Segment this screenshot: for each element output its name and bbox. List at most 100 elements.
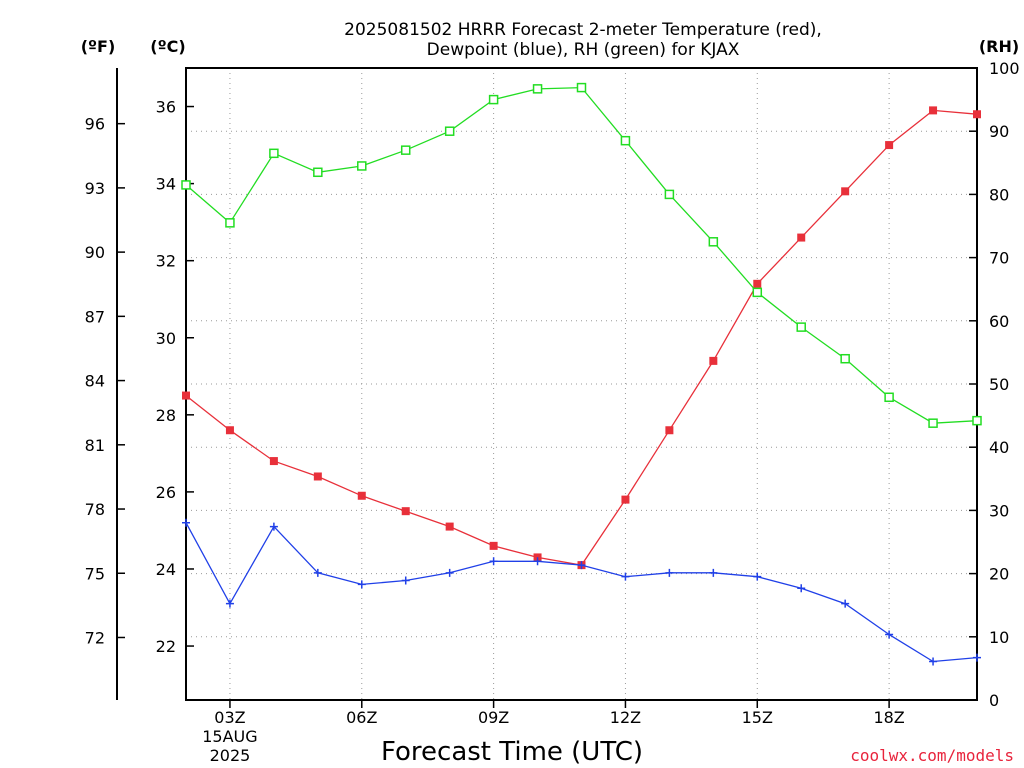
rh-point [664, 189, 675, 200]
celsius-tick-label: 28 [156, 406, 176, 425]
temperature-point [709, 356, 718, 365]
fahrenheit-unit-label: (ºF) [81, 37, 116, 56]
rh-tick-label: 80 [989, 185, 1009, 204]
temperature-point [973, 110, 981, 119]
x-tick-label: 15Z [742, 708, 773, 727]
temperature-point [225, 426, 234, 435]
rh-point [313, 167, 323, 178]
dewpoint-point [621, 572, 630, 581]
x-tick-label: 18Z [873, 708, 904, 727]
dewpoint-point [841, 599, 850, 608]
dewpoint-series [182, 518, 981, 666]
rh-tick-label: 10 [989, 628, 1009, 647]
dewpoint-point [313, 568, 322, 577]
celsius-tick-label: 30 [156, 329, 176, 348]
rh-point [928, 418, 938, 428]
rh-point [884, 392, 894, 403]
rh-point [708, 237, 719, 247]
rh-line [185, 86, 978, 424]
dewpoint-point [445, 568, 454, 577]
celsius-tick-label: 26 [156, 483, 176, 502]
rh-point [225, 218, 235, 228]
chart-title-line1: 2025081502 HRRR Forecast 2-meter Tempera… [344, 20, 822, 40]
rh-point [488, 94, 499, 105]
fahrenheit-tick-label: 90 [85, 243, 105, 262]
fahrenheit-tick-label: 96 [85, 115, 105, 134]
temperature-point [357, 491, 366, 500]
celsius-tick-label: 36 [156, 98, 176, 117]
dewpoint-line [185, 522, 978, 663]
dewpoint-point [401, 576, 410, 585]
rh-point [532, 84, 543, 94]
temperature-point [753, 279, 762, 288]
dewpoint-point [489, 557, 498, 566]
dewpoint-point [533, 557, 542, 566]
dewpoint-point [929, 657, 938, 666]
rh-tick-label: 70 [989, 249, 1009, 268]
x-tick-label: 09Z [478, 708, 509, 727]
x-tick-label: 03Z [214, 708, 245, 727]
rh-point [796, 322, 806, 332]
dewpoint-point [973, 653, 981, 662]
temperature-point [269, 457, 278, 466]
fahrenheit-tick-label: 72 [85, 628, 105, 647]
dewpoint-point [797, 584, 806, 593]
temperature-point [621, 495, 630, 504]
temperature-point [489, 541, 498, 550]
temperature-line [185, 109, 978, 566]
rh-tick-label: 0 [989, 691, 999, 710]
temperature-series [182, 106, 981, 570]
fahrenheit-tick-label: 87 [85, 307, 105, 326]
celsius-tick-label: 22 [156, 637, 176, 656]
rh-point [269, 148, 279, 159]
temperature-point [445, 522, 454, 531]
fahrenheit-tick-label: 75 [85, 564, 105, 583]
temperature-point [841, 187, 850, 196]
rh-point [444, 126, 455, 136]
temperature-point [929, 106, 938, 115]
dewpoint-point [225, 599, 234, 608]
dewpoint-point [753, 572, 762, 581]
temperature-point [313, 472, 322, 481]
rh-tick-label: 60 [989, 312, 1009, 331]
dewpoint-point [357, 580, 366, 589]
rh-point [357, 161, 367, 171]
x-date-label: 15AUG [202, 727, 257, 746]
rh-point [972, 415, 982, 426]
rh-series [181, 82, 982, 428]
dewpoint-point [665, 568, 674, 577]
credit-label: coolwx.com/models [850, 746, 1014, 765]
dewpoint-point [269, 522, 278, 531]
temperature-point [797, 233, 806, 242]
rh-point [181, 180, 191, 190]
rh-point [840, 353, 850, 364]
dewpoint-point [577, 561, 586, 570]
x-tick-label: 12Z [610, 708, 641, 727]
rh-unit-label: (RH) [979, 37, 1019, 56]
celsius-tick-label: 24 [156, 560, 176, 579]
rh-tick-label: 50 [989, 375, 1009, 394]
rh-tick-label: 100 [989, 59, 1020, 78]
temperature-point [401, 507, 410, 516]
celsius-tick-label: 34 [156, 175, 176, 194]
rh-point [752, 287, 763, 298]
rh-point [576, 82, 587, 93]
temperature-point [665, 426, 674, 435]
rh-tick-label: 90 [989, 122, 1009, 141]
celsius-tick-label: 32 [156, 252, 176, 271]
series-layer [181, 82, 982, 666]
temperature-point [182, 391, 190, 400]
chart-title-line2: Dewpoint (blue), RH (green) for KJAX [427, 40, 740, 60]
celsius-unit-label: (ºC) [150, 37, 185, 56]
fahrenheit-tick-label: 81 [85, 436, 105, 455]
fahrenheit-tick-label: 84 [85, 372, 105, 391]
rh-tick-label: 20 [989, 565, 1009, 584]
rh-point [400, 145, 411, 155]
x-tick-label: 06Z [346, 708, 377, 727]
x-year-label: 2025 [210, 746, 251, 765]
axes: 72 75 78 81 84 87 90 93 96 22 24 26 28 30 32 34 36 0 10 20 3… [85, 59, 1020, 765]
rh-point [620, 135, 631, 146]
dewpoint-point [182, 518, 190, 527]
rh-tick-label: 30 [989, 501, 1009, 520]
